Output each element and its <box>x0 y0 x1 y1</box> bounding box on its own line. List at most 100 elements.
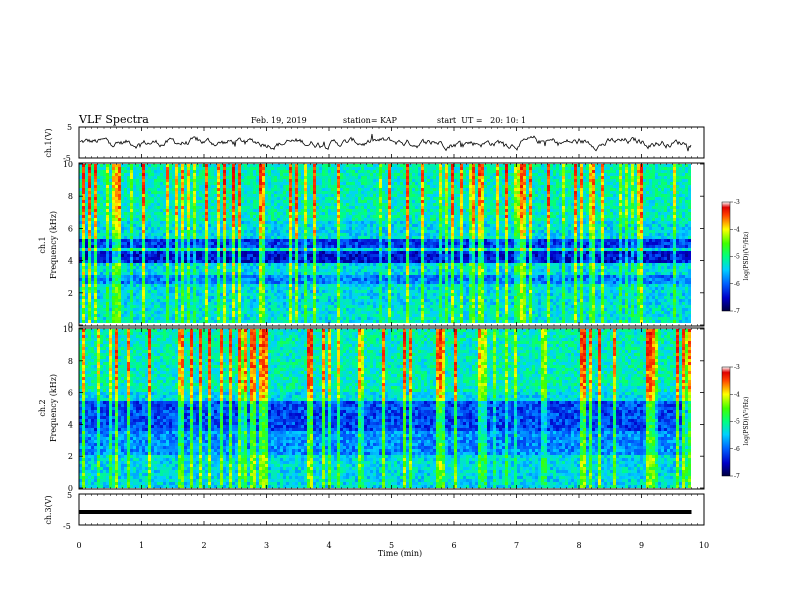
ch1-spectrogram-cell <box>226 236 229 239</box>
ch1-spectrogram-cell <box>385 185 388 188</box>
ch1-spectrogram-cell <box>94 206 97 209</box>
ch1-spectrogram-cell <box>115 230 118 233</box>
ch1-spectrogram-cell <box>148 197 151 200</box>
ch1-spectrogram-cell <box>277 164 280 167</box>
ch1-spectrogram-cell <box>106 164 109 167</box>
ch1-spectrogram-cell <box>370 206 373 209</box>
ch1-spectrogram-cell <box>556 221 559 224</box>
ch1-spectrogram-cell <box>517 227 520 230</box>
ch1-spectrogram-cell <box>253 191 256 194</box>
ch1-spectrogram-cell <box>253 200 256 203</box>
ch1-spectrogram-cell <box>640 179 643 182</box>
ch1-spectrogram-cell <box>373 164 376 167</box>
ch1-spectrogram-cell <box>337 212 340 215</box>
ch1-spectrogram-cell <box>454 167 457 170</box>
ch1-spectrogram-cell <box>439 209 442 212</box>
ch1-spectrogram-cell <box>496 182 499 185</box>
ch1-spectrogram-cell <box>109 209 112 212</box>
ch1-spectrogram-cell <box>640 182 643 185</box>
ch1-spectrogram-cell <box>445 224 448 227</box>
ch1-spectrogram-cell <box>463 194 466 197</box>
ch1-spectrogram-cell <box>349 224 352 227</box>
ch1-spectrogram-cell <box>676 173 679 176</box>
ch1-spectrogram-cell <box>316 224 319 227</box>
ch1-spectrogram-cell <box>148 218 151 221</box>
ch1-spectrogram-cell <box>199 215 202 218</box>
ch1-spectrogram-cell <box>442 194 445 197</box>
ch1-spectrogram-cell <box>526 185 529 188</box>
ch1-spectrogram-cell <box>382 179 385 182</box>
ch1-spectrogram-cell <box>598 170 601 173</box>
ch1-spectrogram-cell <box>388 176 391 179</box>
ch1-spectrogram-cell <box>271 164 274 167</box>
ch1-spectrogram-cell <box>97 200 100 203</box>
ch1-spectrogram-cell <box>658 188 661 191</box>
ch1-spectrogram-cell <box>130 218 133 221</box>
ch1-spectrogram-cell <box>565 224 568 227</box>
ch1-spectrogram-cell <box>637 218 640 221</box>
ch1-spectrogram-cell <box>244 224 247 227</box>
ch1-spectrogram-cell <box>361 215 364 218</box>
ch1-spectrogram-cell <box>142 218 145 221</box>
ch1-spectrogram-cell <box>133 182 136 185</box>
ch1-spectrogram-cell <box>94 170 97 173</box>
ch1-spectrogram-cell <box>544 212 547 215</box>
ch1-spectrogram-cell <box>529 215 532 218</box>
ch1-spectrogram-cell <box>319 224 322 227</box>
ch1-spectrogram-cell <box>367 227 370 230</box>
ch1-spectrogram-cell <box>418 227 421 230</box>
ch1-spectrogram-cell <box>664 173 667 176</box>
ch1-spectrogram-cell <box>658 191 661 194</box>
ch1-spectrogram-cell <box>337 203 340 206</box>
ch1-spectrogram-cell <box>190 173 193 176</box>
ch1-spectrogram-cell <box>88 236 91 239</box>
ch1-spectrogram-cell <box>463 167 466 170</box>
ch1-spectrogram-cell <box>85 164 88 167</box>
ch1-spectrogram-cell <box>241 164 244 167</box>
ch1-spectrogram-cell <box>271 197 274 200</box>
ch1-spectrogram-cell <box>118 224 121 227</box>
ch1-spectrogram-cell <box>487 215 490 218</box>
ch1-spectrogram-cell <box>322 224 325 227</box>
ch1-spectrogram-cell <box>316 170 319 173</box>
ch1-spectrogram-cell <box>304 224 307 227</box>
ch1-spectrogram-cell <box>682 206 685 209</box>
ch1-spectrogram-cell <box>544 206 547 209</box>
ch1-spectrogram-cell <box>100 188 103 191</box>
ch1-spectrogram-cell <box>379 167 382 170</box>
ch1-spectrogram-cell <box>127 227 130 230</box>
ch1-spectrogram-cell <box>145 179 148 182</box>
ch1-spectrogram-cell <box>232 203 235 206</box>
ch1-spectrogram-cell <box>472 227 475 230</box>
ch1-spectrogram-cell <box>436 230 439 233</box>
ch1-spectrogram-cell <box>577 167 580 170</box>
ch1-spectrogram-cell <box>442 200 445 203</box>
ch1-spectrogram-cell <box>448 170 451 173</box>
ch1-spectrogram-cell <box>586 227 589 230</box>
ch1-spectrogram-cell <box>403 206 406 209</box>
ch1-spectrogram-cell <box>220 191 223 194</box>
ch1-spectrogram-cell <box>577 191 580 194</box>
ch1-spectrogram-cell <box>346 200 349 203</box>
ch1-spectrogram-cell <box>457 170 460 173</box>
ch1-spectrogram-cell <box>145 227 148 230</box>
ch1-spectrogram-cell <box>595 200 598 203</box>
ch1-spectrogram-cell <box>592 224 595 227</box>
ch1-spectrogram-cell <box>181 215 184 218</box>
ch1-spectrogram-cell <box>367 218 370 221</box>
ch1-spectrogram-cell <box>526 233 529 236</box>
ch1-spectrogram-cell <box>562 218 565 221</box>
ch1-spectrogram-cell <box>328 233 331 236</box>
ch1-spectrogram-cell <box>493 215 496 218</box>
ch1-spectrogram-cell <box>403 224 406 227</box>
ch1-spectrogram-cell <box>580 170 583 173</box>
ch1-spectrogram-cell <box>655 215 658 218</box>
ch1-spectrogram-cell <box>163 191 166 194</box>
ch1-spectrogram-cell <box>223 188 226 191</box>
ch1-spectrogram-cell <box>277 197 280 200</box>
ch1-spectrogram-cell <box>169 206 172 209</box>
ch1-spectrogram-cell <box>406 185 409 188</box>
ch1-spectrogram-cell <box>205 224 208 227</box>
ch1-spectrogram-cell <box>298 212 301 215</box>
ch1-spectrogram-cell <box>214 179 217 182</box>
